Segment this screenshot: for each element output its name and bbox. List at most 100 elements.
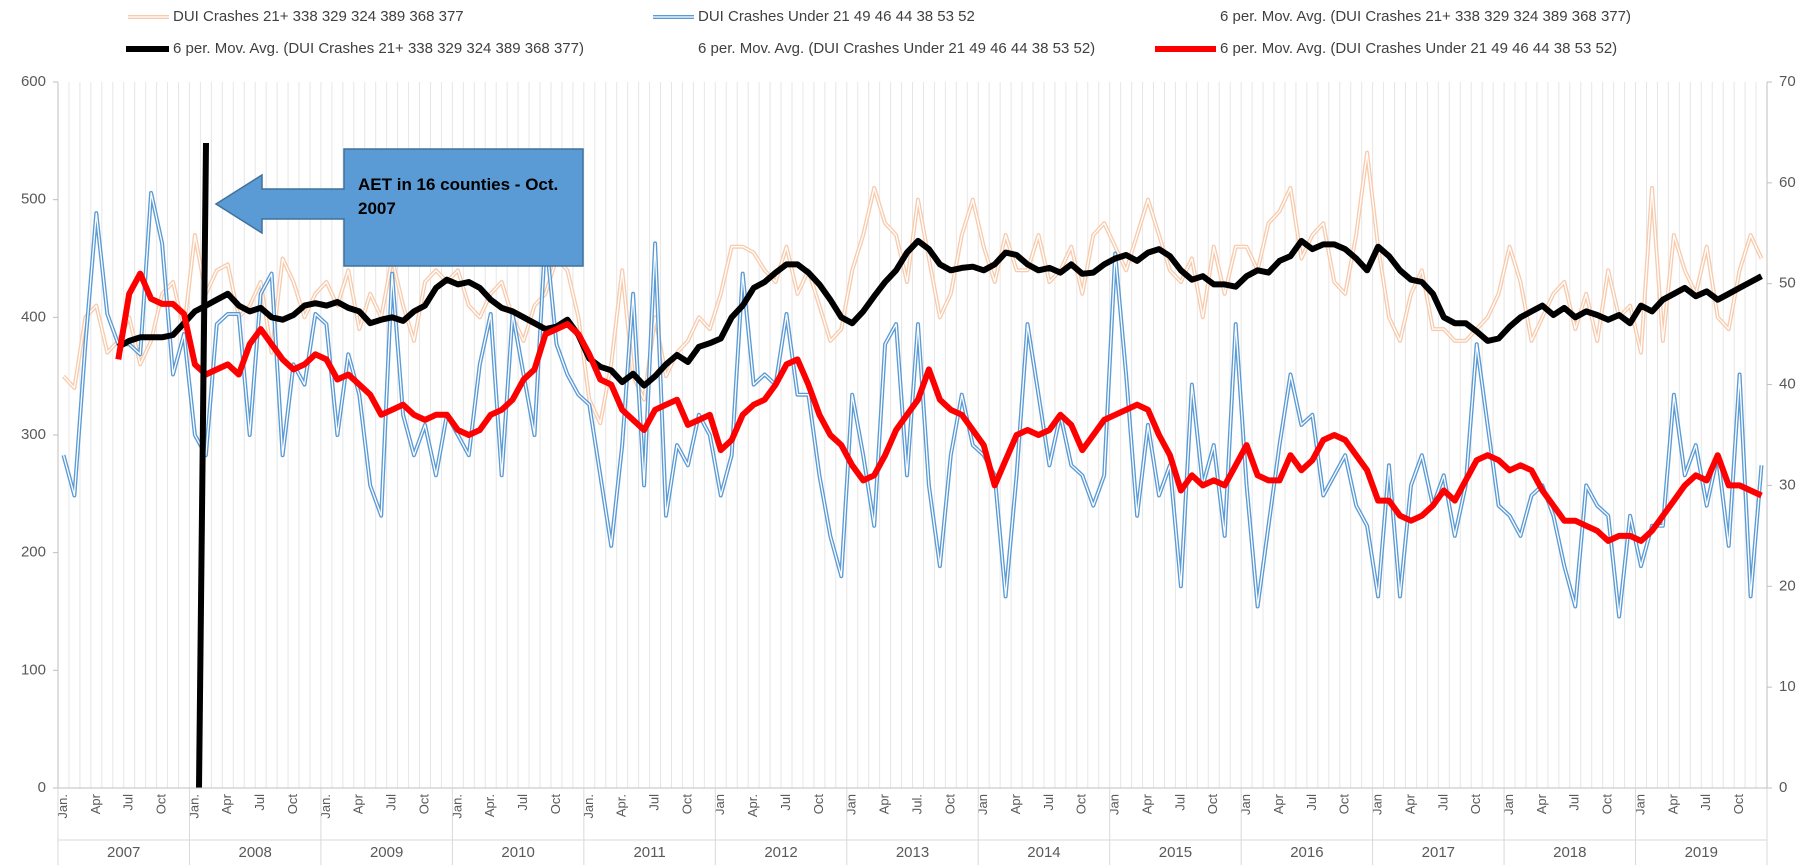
y-tick-label: 0 xyxy=(38,779,46,796)
x-tick-label: Oct xyxy=(1600,794,1615,815)
x-tick-label: Jul xyxy=(1698,794,1713,811)
x-tick-label: Apr xyxy=(1665,793,1680,814)
x-tick-label: Jan xyxy=(712,794,727,815)
year-label: 2008 xyxy=(239,844,272,861)
arrow-callout xyxy=(214,148,584,267)
y-tick-label: 200 xyxy=(21,544,46,561)
year-label: 2013 xyxy=(896,844,929,861)
legend-label: 6 per. Mov. Avg. (DUI Crashes Under 21 4… xyxy=(698,40,1095,57)
y2-tick-label: 0 xyxy=(1779,779,1787,796)
y-tick-label: 400 xyxy=(21,308,46,325)
legend: DUI Crashes 21+ 338 329 324 389 368 377 D… xyxy=(126,8,1631,57)
x-tick-label: Jul xyxy=(1567,794,1582,811)
x-tick-label: Jan. xyxy=(55,794,70,819)
x-tick-label: Apr xyxy=(1402,793,1417,814)
y-tick-label: 100 xyxy=(21,661,46,678)
x-tick-label: Jan. xyxy=(449,794,464,819)
year-label: 2010 xyxy=(501,844,534,861)
y2-tick-label: 50 xyxy=(1779,275,1796,292)
x-tick-label: Jan xyxy=(1370,794,1385,815)
series xyxy=(115,270,1763,544)
year-label: 2012 xyxy=(764,844,797,861)
year-label: 2017 xyxy=(1422,844,1455,861)
series xyxy=(62,150,1764,426)
x-tick-label: Jul xyxy=(1435,794,1450,811)
x-tick-label: Jul xyxy=(384,794,399,811)
x-tick-label: Oct xyxy=(811,794,826,815)
x-tick-label: Jan xyxy=(975,794,990,815)
legend-label: DUI Crashes 21+ 338 329 324 389 368 377 xyxy=(173,8,464,25)
x-tick-label: Apr. xyxy=(482,794,497,817)
series-line xyxy=(116,237,1763,389)
x-tick-label: Jan. xyxy=(186,794,201,819)
x-tick-label: Apr xyxy=(1139,793,1154,814)
x-tick-label: Oct xyxy=(416,794,431,815)
y-tick-label: 300 xyxy=(21,426,46,443)
x-tick-label: Apr xyxy=(219,793,234,814)
year-label: 2011 xyxy=(633,844,665,861)
x-tick-label: Jan xyxy=(1632,794,1647,815)
y2-tick-label: 70 xyxy=(1779,73,1796,90)
series-line-inner xyxy=(63,151,1763,424)
legend-label: 6 per. Mov. Avg. (DUI Crashes 21+ 338 32… xyxy=(1220,8,1631,25)
grid xyxy=(57,82,1768,788)
legend-label: DUI Crashes Under 21 49 46 44 38 53 52 xyxy=(698,8,975,25)
y2-tick-label: 60 xyxy=(1779,174,1796,191)
x-tick-label: Oct xyxy=(154,794,169,815)
x-tick-label: Oct xyxy=(1205,794,1220,815)
year-label: 2014 xyxy=(1027,844,1060,861)
year-label: 2018 xyxy=(1553,844,1586,861)
x-tick-label: Oct xyxy=(285,794,300,815)
plot xyxy=(61,150,1764,619)
x-tick-label: Apr xyxy=(351,793,366,814)
x-tick-label: Jul xyxy=(1304,794,1319,811)
annotation: AET in 16 counties - Oct. 2007 xyxy=(196,142,584,789)
legend-label: 6 per. Mov. Avg. (DUI Crashes 21+ 338 32… xyxy=(173,40,584,57)
series xyxy=(116,237,1763,389)
x-tick-label: Oct xyxy=(1731,794,1746,815)
x-tick-label: Jan xyxy=(1501,794,1516,815)
x-tick-label: Oct xyxy=(1074,794,1089,815)
x-tick-label: Oct xyxy=(548,794,563,815)
x-tick-label: Jul xyxy=(515,794,530,811)
x-tick-label: Jul xyxy=(646,794,661,811)
y2-tick-label: 30 xyxy=(1779,476,1796,493)
year-label: 2019 xyxy=(1685,844,1718,861)
x-tick-label: Apr. xyxy=(614,794,629,817)
x-tick-label: Oct xyxy=(1337,794,1352,815)
x-tick-label: Oct xyxy=(942,794,957,815)
x-tick-label: Jul xyxy=(1172,794,1187,811)
y2-tick-label: 10 xyxy=(1779,678,1796,695)
x-tick-label: Jan xyxy=(844,794,859,815)
x-tick-label: Jan xyxy=(1238,794,1253,815)
x-tick-label: Jul. xyxy=(909,794,924,814)
year-label: 2015 xyxy=(1159,844,1192,861)
y2-tick-label: 20 xyxy=(1779,577,1796,594)
series-line-inner xyxy=(62,192,1763,618)
x-tick-label: Jan. xyxy=(318,794,333,819)
y-tick-label: 600 xyxy=(21,73,46,90)
x-tick-label: Apr xyxy=(1008,793,1023,814)
x-tick-label: Apr. xyxy=(745,794,760,817)
x-tick-label: Apr xyxy=(1534,793,1549,814)
y-tick-label: 500 xyxy=(21,191,46,208)
y2-tick-label: 40 xyxy=(1779,376,1796,393)
callout-box: AET in 16 counties - Oct. 2007 xyxy=(358,175,558,218)
x-tick-label: Jan xyxy=(1107,794,1122,815)
x-tick-label: Jul xyxy=(252,794,267,811)
x-tick-label: Apr xyxy=(877,793,892,814)
x-tick-label: Jul xyxy=(121,794,136,811)
x-tick-label: Oct xyxy=(679,794,694,815)
year-label: 2007 xyxy=(107,844,140,861)
x-tick-label: Apr xyxy=(1271,793,1286,814)
series xyxy=(61,190,1764,619)
x-tick-label: Jul xyxy=(778,794,793,811)
axes: 0 100 200 300 400 500 600 0 10 20 30 40 50 60 70 Jan. Ap… xyxy=(21,73,1796,865)
x-tick-label: Jul xyxy=(1041,794,1056,811)
x-tick-label: Jan. xyxy=(581,794,596,819)
year-label: 2009 xyxy=(370,844,403,861)
year-label: 2016 xyxy=(1290,844,1323,861)
event-line xyxy=(196,142,209,789)
x-tick-label: Apr xyxy=(88,793,103,814)
